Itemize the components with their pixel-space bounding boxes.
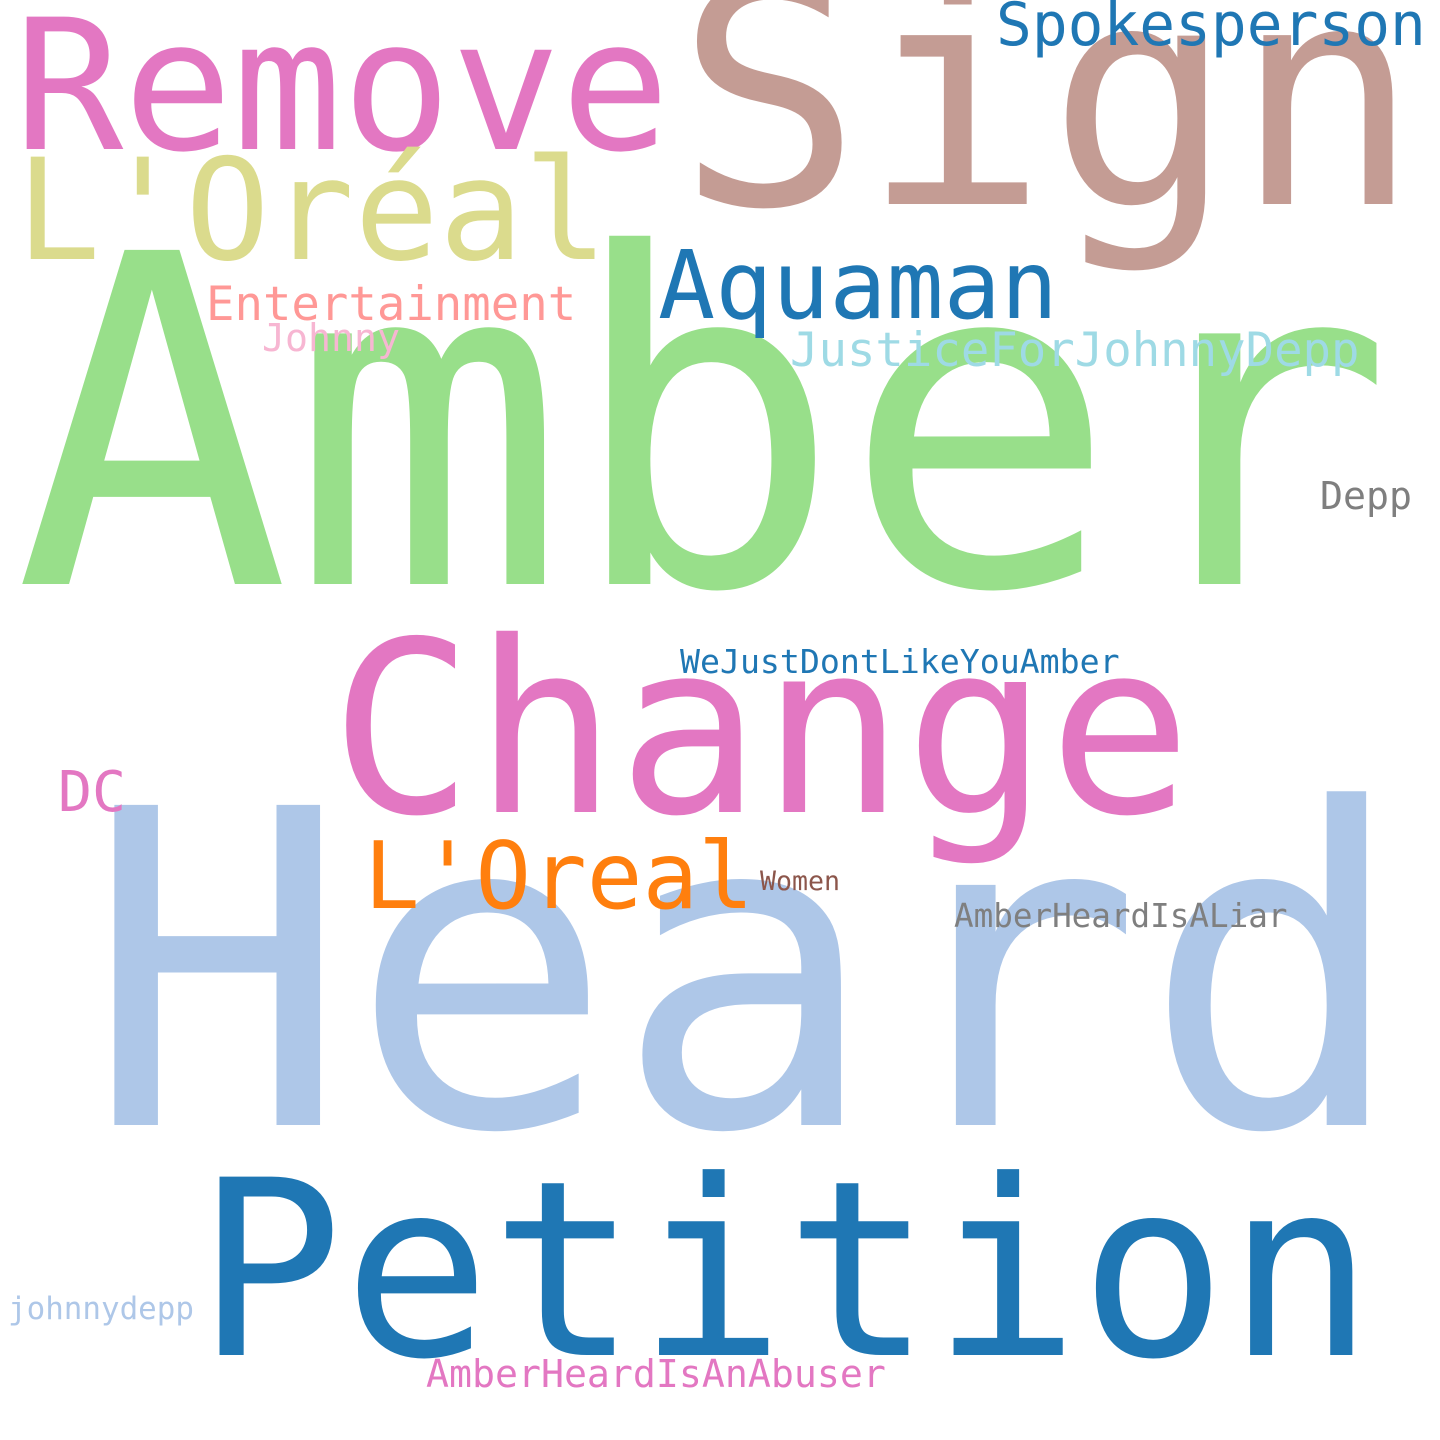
word-loreal-accented: L'Oréal [16,129,609,293]
word-remove: Remove [14,0,670,192]
word-amber: Amber [14,160,1394,694]
word-depp: Depp [1320,475,1412,520]
word-justicefor-johnnydepp: JusticeForJohnnyDepp [790,322,1360,378]
word-change: Change [330,592,1192,870]
word-spokesperson: Spokesperson [996,0,1426,61]
word-sign: Sign [676,0,1420,278]
word-entertainment: Entertainment [206,276,577,332]
word-loreal: L'Oreal [364,821,754,930]
word-amberheardisaliar: AmberHeardIsALiar [954,896,1288,935]
word-wejustdontlikeyouamber: WeJustDontLikeYouAmber [680,642,1120,682]
word-amberheardisanabuser: AmberHeardIsAnAbuser [426,1353,886,1398]
word-aquaman: Aquaman [658,231,1058,341]
word-women: Women [760,865,841,897]
word-johnny: Johnny [262,317,400,362]
word-dc: DC [58,759,127,825]
word-petition: Petition [196,1128,1375,1414]
word-johnnydepp: johnnydepp [8,1290,194,1327]
word-heard: Heard [85,717,1408,1230]
